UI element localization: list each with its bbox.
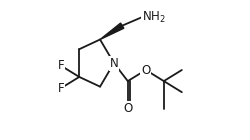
Text: N: N <box>110 57 118 70</box>
Text: F: F <box>58 81 64 94</box>
Polygon shape <box>100 23 124 39</box>
Text: O: O <box>141 64 150 76</box>
Text: NH$_2$: NH$_2$ <box>142 10 166 25</box>
Text: F: F <box>58 59 64 72</box>
Text: O: O <box>123 102 132 115</box>
